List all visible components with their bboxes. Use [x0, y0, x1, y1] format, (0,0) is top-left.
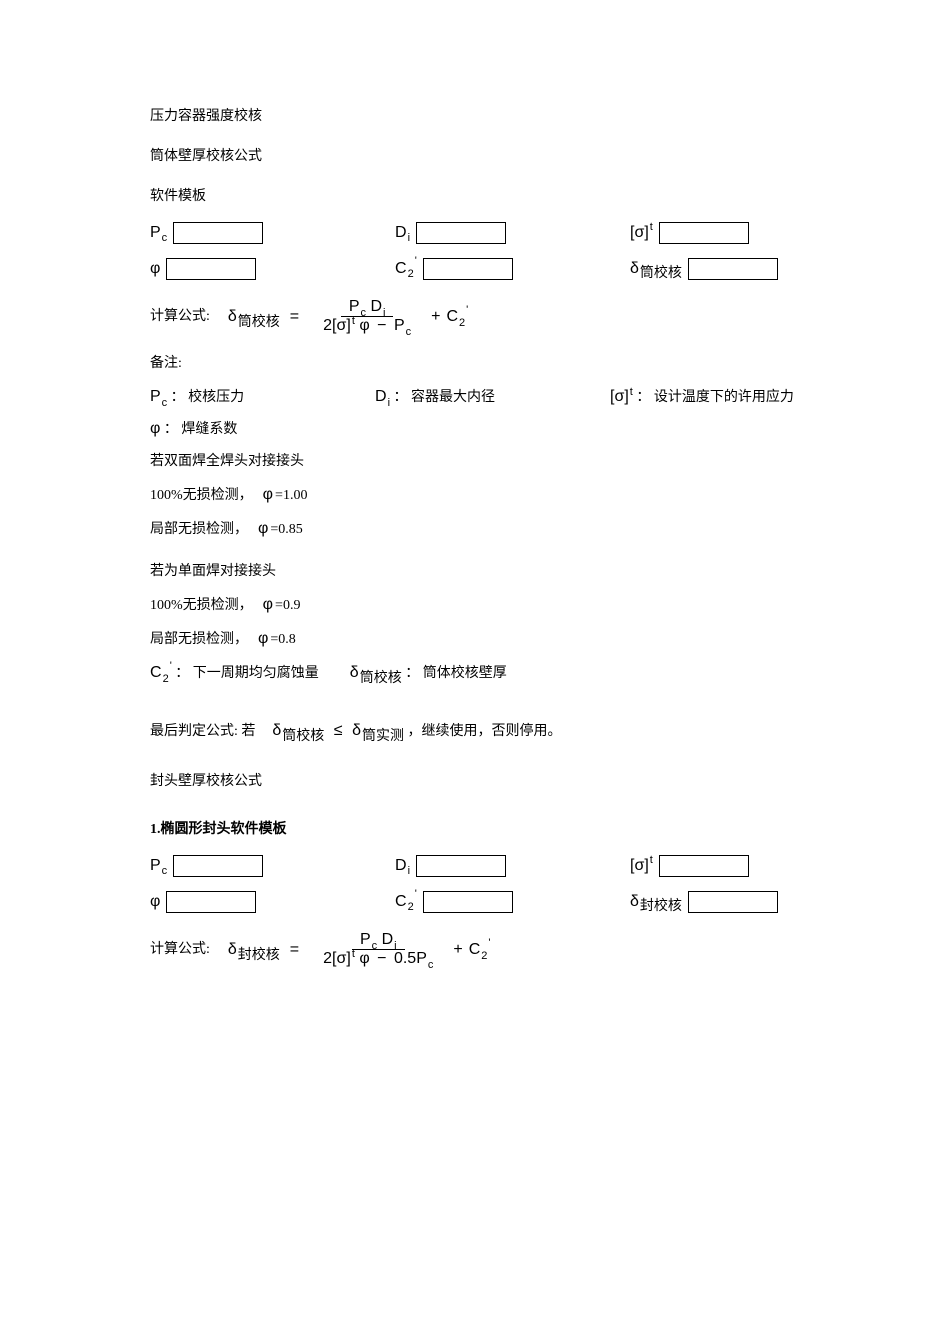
label-C2-sup: ' [415, 256, 417, 267]
input-sigma[interactable] [659, 222, 749, 244]
f1-delta-sub: 筒校核 [238, 316, 280, 330]
label-C2-sub: 2 [408, 269, 414, 280]
template-heading: 软件模板 [150, 190, 795, 204]
document-page: 压力容器强度校核 筒体壁厚校核公式 软件模板 Pc Di [σ]t [0, 0, 945, 1338]
label-sigma: [σ] [630, 225, 649, 241]
formula-2: 计算公式: δ封校核 = Pc Di 2[σ]t φ − 0.5Pc + C2' [150, 931, 795, 968]
doc-title: 压力容器强度校核 [150, 110, 795, 124]
s2-template-row-2: φ C2' δ封校核 [150, 891, 795, 913]
f1-plus: + [431, 309, 440, 325]
f1-eq: = [290, 309, 299, 325]
note-Pc-text: 校核压力 [188, 390, 244, 405]
label-sigma-sup: t [650, 222, 653, 233]
label-delta: δ [630, 261, 639, 277]
input-Pc[interactable] [173, 222, 263, 244]
final-judgement: 最后判定公式: 若 δ筒校核 ≤ δ筒实测 ，继续使用，否则停用。 [150, 723, 795, 739]
label-Pc-sub: c [162, 233, 168, 244]
s2-input-sigma[interactable] [659, 855, 749, 877]
note-C2-delta: C2' ： 下一周期均匀腐蚀量 δ筒校核 ： 筒体校核壁厚 [150, 665, 795, 681]
input-phi[interactable] [166, 258, 256, 280]
f1-delta: δ [228, 309, 237, 325]
field-Di: Di [395, 222, 630, 244]
label-Di: D [395, 225, 407, 241]
s2-input-phi[interactable] [166, 891, 256, 913]
s2-input-delta[interactable] [688, 891, 778, 913]
note-Di-text: 容器最大内径 [411, 390, 495, 405]
label-C2: C [395, 261, 407, 277]
formula-1-label: 计算公式: [150, 310, 210, 324]
label-phi: φ [150, 261, 160, 277]
formula-1: 计算公式: δ筒校核 = Pc Di 2[σ]t φ − Pc + C2' [150, 298, 795, 335]
note-sigma-text: 设计温度下的许用应力 [654, 390, 794, 405]
section2-heading: 封头壁厚校核公式 [150, 775, 795, 789]
s2-input-Di[interactable] [416, 855, 506, 877]
template-row-1: Pc Di [σ]t [150, 222, 795, 244]
phi-case1-line2: 局部无损检测， φ =0.85 [150, 521, 795, 537]
notes-heading: 备注: [150, 357, 795, 371]
input-delta[interactable] [688, 258, 778, 280]
phi-case2-line1: 100%无损检测， φ =0.9 [150, 597, 795, 613]
s2-input-C2[interactable] [423, 891, 513, 913]
phi-case1: 若双面焊全焊头对接接头 [150, 455, 795, 469]
note-phi: φ ： 焊缝系数 [150, 421, 795, 437]
notes-row-1: Pc ： 校核压力 Di ： 容器最大内径 [σ]t ： 设计温度下的许用应力 [150, 389, 795, 405]
s2-template-row-1: Pc Di [σ]t [150, 855, 795, 877]
phi-case1-line1: 100%无损检测， φ =1.00 [150, 487, 795, 503]
section1-heading: 筒体壁厚校核公式 [150, 150, 795, 164]
template-row-2: φ C2' δ筒校核 [150, 258, 795, 280]
label-Di-sub: i [408, 233, 410, 244]
input-Di[interactable] [416, 222, 506, 244]
f1-C2: C [446, 309, 458, 325]
s2-input-Pc[interactable] [173, 855, 263, 877]
field-C2: C2' [395, 258, 630, 280]
field-phi: φ [150, 258, 395, 280]
field-Pc: Pc [150, 222, 395, 244]
field-delta: δ筒校核 [630, 258, 778, 280]
label-delta-sub: 筒校核 [640, 267, 682, 281]
label-Pc: P [150, 225, 161, 241]
input-C2[interactable] [423, 258, 513, 280]
phi-case2: 若为单面焊对接接头 [150, 565, 795, 579]
field-sigma: [σ]t [630, 222, 749, 244]
phi-case2-line2: 局部无损检测， φ =0.8 [150, 631, 795, 647]
f1-frac: Pc Di 2[σ]t φ − Pc [315, 298, 419, 335]
section2-subheading: 1.椭圆形封头软件模板 [150, 823, 795, 837]
